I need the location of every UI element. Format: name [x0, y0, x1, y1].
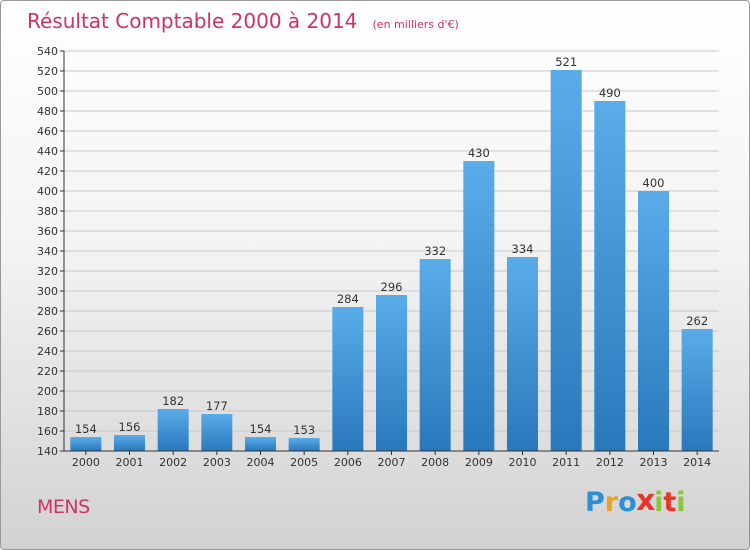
bar-2006 [332, 307, 364, 451]
y-tick-label: 280 [37, 305, 58, 318]
y-tick-label: 400 [37, 185, 58, 198]
bar-2007 [376, 295, 407, 451]
x-tick-label-2011: 2011 [552, 456, 580, 469]
logo-letter: t [663, 487, 677, 518]
x-tick-label-2012: 2012 [596, 456, 624, 469]
bar-2008 [419, 259, 451, 451]
value-label-2007: 296 [381, 280, 403, 294]
value-label-2002: 182 [162, 394, 184, 408]
y-tick-label: 480 [37, 105, 58, 118]
y-tick-label: 420 [37, 165, 58, 178]
chart-title-block: Résultat Comptable 2000 à 2014 (en milli… [27, 9, 459, 33]
y-tick-label: 160 [37, 425, 58, 438]
y-tick-label: 260 [37, 325, 58, 338]
value-label-2006: 284 [337, 292, 359, 306]
bar-2001 [114, 435, 145, 451]
y-tick-label: 200 [37, 385, 58, 398]
x-tick-label-2003: 2003 [203, 456, 231, 469]
x-tick-label-2005: 2005 [290, 456, 318, 469]
x-tick-label-2002: 2002 [159, 456, 187, 469]
y-tick-label: 220 [37, 365, 58, 378]
value-label-2008: 332 [424, 244, 446, 258]
value-label-2009: 430 [468, 146, 490, 160]
value-label-2013: 400 [643, 176, 665, 190]
bar-2009 [463, 161, 495, 451]
x-tick-label-2013: 2013 [640, 456, 668, 469]
x-tick-label-2004: 2004 [247, 456, 275, 469]
value-label-2004: 154 [250, 422, 272, 436]
x-tick-label-2009: 2009 [465, 456, 493, 469]
bar-2012 [594, 101, 626, 451]
y-tick-label: 380 [37, 205, 58, 218]
bar-2013 [638, 191, 669, 451]
town-name: MENS [37, 496, 90, 518]
value-label-2001: 156 [119, 420, 141, 434]
x-tick-label-2006: 2006 [334, 456, 362, 469]
x-tick-label-2000: 2000 [72, 456, 100, 469]
x-tick-label-2014: 2014 [683, 456, 711, 469]
y-tick-label: 460 [37, 125, 58, 138]
bar-2000 [70, 437, 102, 451]
chart-unit: (en milliers d'€) [372, 18, 459, 31]
y-tick-label: 240 [37, 345, 58, 358]
bar-2005 [288, 438, 320, 451]
value-label-2012: 490 [599, 86, 621, 100]
bar-2010 [507, 257, 538, 451]
value-label-2005: 153 [293, 423, 315, 437]
y-tick-label: 140 [37, 445, 58, 458]
y-tick-label: 340 [37, 245, 58, 258]
value-label-2011: 521 [555, 55, 577, 69]
value-label-2000: 154 [75, 422, 97, 436]
bar-2004 [245, 437, 276, 451]
logo-letter: i [676, 487, 686, 518]
bar-2002 [157, 409, 189, 451]
chart-title: Résultat Comptable 2000 à 2014 [27, 9, 358, 33]
x-tick-label-2010: 2010 [509, 456, 537, 469]
y-tick-label: 500 [37, 85, 58, 98]
logo-letter: o [618, 487, 637, 518]
x-tick-label-2008: 2008 [421, 456, 449, 469]
y-tick-label: 360 [37, 225, 58, 238]
bar-2011 [550, 70, 582, 451]
value-label-2003: 177 [206, 399, 228, 413]
proxiti-logo: Proxiti [585, 483, 686, 518]
value-label-2010: 334 [512, 242, 534, 256]
y-tick-label: 180 [37, 405, 58, 418]
y-tick-label: 440 [37, 145, 58, 158]
bar-2014 [681, 329, 713, 451]
y-tick-label: 320 [37, 265, 58, 278]
x-tick-label-2001: 2001 [116, 456, 144, 469]
x-tick-label-2007: 2007 [378, 456, 406, 469]
y-tick-label: 520 [37, 65, 58, 78]
logo-letter: x [635, 483, 655, 518]
y-tick-label: 540 [37, 45, 58, 58]
value-label-2014: 262 [686, 314, 708, 328]
bar-2003 [201, 414, 233, 451]
logo-letter: r [604, 487, 619, 518]
logo-letter: P [585, 487, 605, 518]
logo-letter: i [654, 487, 664, 518]
y-tick-label: 300 [37, 285, 58, 298]
